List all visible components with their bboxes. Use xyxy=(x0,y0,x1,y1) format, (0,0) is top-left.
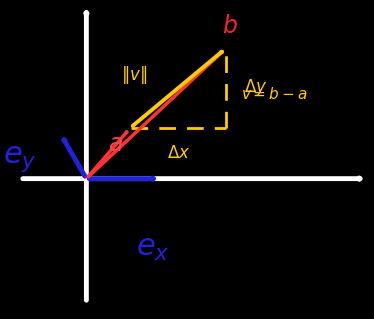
Text: $\|v\|$: $\|v\|$ xyxy=(121,64,147,86)
Text: $\Delta y$: $\Delta y$ xyxy=(244,77,268,98)
Text: $\Delta x$: $\Delta x$ xyxy=(167,144,190,162)
Text: $a$: $a$ xyxy=(108,131,123,156)
Text: $b$: $b$ xyxy=(222,13,238,38)
Text: $e_y$: $e_y$ xyxy=(3,145,37,174)
Text: $v = b - a$: $v = b - a$ xyxy=(241,86,308,102)
Text: $e_x$: $e_x$ xyxy=(136,234,169,263)
